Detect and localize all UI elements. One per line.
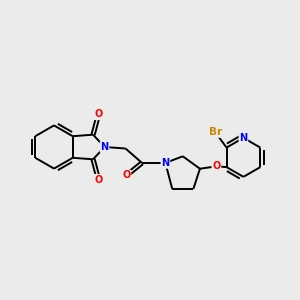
Text: O: O xyxy=(94,109,103,119)
Text: N: N xyxy=(100,142,109,152)
Text: O: O xyxy=(122,170,130,181)
Text: N: N xyxy=(239,133,247,143)
Text: Br: Br xyxy=(208,127,222,137)
Text: O: O xyxy=(212,161,220,171)
Text: O: O xyxy=(94,175,103,185)
Text: N: N xyxy=(161,158,169,168)
